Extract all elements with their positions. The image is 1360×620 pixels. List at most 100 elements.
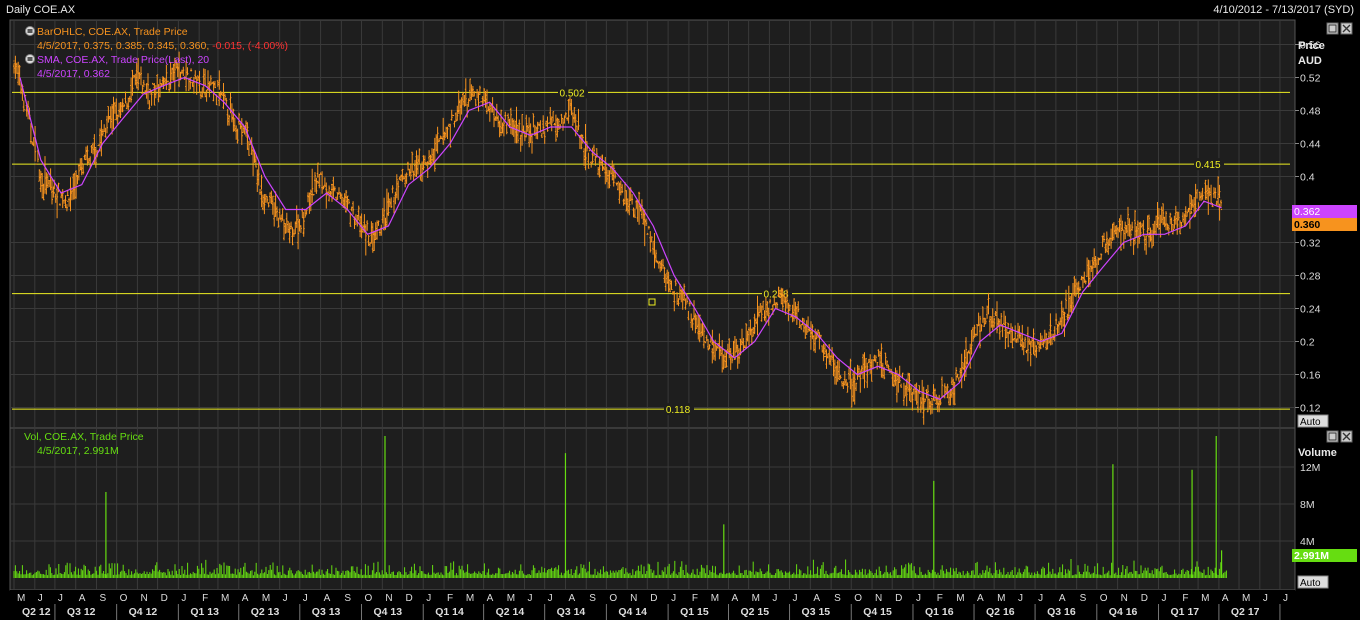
price-point: [711, 349, 713, 351]
month-label: S: [344, 593, 351, 604]
price-auto-button[interactable]: Auto: [1297, 414, 1329, 428]
price-close-icon[interactable]: [1340, 22, 1353, 35]
price-point: [923, 398, 925, 400]
price-maximize-icon[interactable]: [1326, 22, 1339, 35]
quarter-label: Q2 13: [251, 606, 280, 618]
volume-bars-path: [13, 559, 1227, 578]
price-point: [1162, 217, 1164, 219]
volume-auto-button[interactable]: Auto: [1297, 575, 1329, 589]
price-point: [810, 332, 812, 334]
price-tick-label: 0.52: [1300, 73, 1321, 85]
month-label: S: [1080, 593, 1087, 604]
volume-tick-label: 8M: [1300, 499, 1315, 511]
price-point: [880, 357, 883, 359]
price-point: [613, 175, 615, 178]
quarter-label: Q4 13: [374, 606, 403, 618]
title-bar: Daily COE.AX 4/10/2012 - 7/13/2017 (SYD): [0, 0, 1360, 20]
price-tick-label: 0.48: [1300, 106, 1321, 118]
sma-legend-values: 4/5/2017, 0.362: [37, 68, 110, 80]
price-point: [387, 208, 389, 211]
price-point: [331, 192, 333, 194]
volume-last-badge: 2.991M: [1292, 549, 1357, 562]
quarter-label: Q4 15: [863, 606, 892, 618]
hline-label-bg: [664, 403, 694, 416]
price-point: [556, 118, 559, 120]
price-point: [415, 167, 418, 169]
price-point: [1218, 196, 1221, 198]
month-label: J: [793, 593, 798, 604]
month-label: M: [262, 593, 270, 604]
price-point: [122, 109, 124, 112]
price-point: [909, 390, 911, 392]
month-label: M: [17, 593, 25, 604]
quarter-label: Q1 14: [435, 606, 464, 618]
month-label: O: [1100, 593, 1108, 604]
horizontal-lines: 0.502 0.415 0.258 0.118: [12, 86, 1290, 416]
volume-y-axis: 4M 8M 12M: [1300, 462, 1320, 548]
month-label: N: [385, 593, 392, 604]
price-point: [1078, 283, 1080, 285]
quarter-label: Q3 13: [312, 606, 341, 618]
chart-title: Daily COE.AX: [6, 4, 76, 16]
month-label: F: [692, 593, 698, 604]
month-label: M: [507, 593, 515, 604]
volume-maximize-icon[interactable]: [1326, 430, 1339, 443]
price-point: [754, 324, 756, 326]
volume-axis-title: Volume: [1298, 447, 1337, 459]
month-label: N: [630, 593, 637, 604]
month-label: O: [120, 593, 128, 604]
quarter-label: Q1 13: [190, 606, 219, 618]
month-label: M: [466, 593, 474, 604]
month-label: M: [997, 593, 1005, 604]
price-point: [542, 126, 544, 128]
price-point: [824, 349, 826, 351]
x-axis-band: [10, 590, 1295, 620]
month-label: J: [548, 593, 553, 604]
month-label: J: [528, 593, 533, 604]
price-point: [1092, 266, 1094, 268]
quarter-label: Q2 17: [1231, 606, 1260, 618]
price-point: [108, 118, 110, 120]
month-label: J: [1263, 593, 1268, 604]
price-point: [444, 134, 446, 136]
month-label: A: [1222, 593, 1229, 604]
price-point: [500, 118, 502, 120]
ohlc-legend-icon[interactable]: [25, 26, 35, 36]
price-point: [1134, 233, 1136, 235]
hline-label: 0.258: [763, 290, 788, 301]
price-point: [866, 365, 868, 367]
month-label: M: [711, 593, 719, 604]
month-label: J: [58, 593, 63, 604]
price-point: [514, 126, 516, 128]
month-label: J: [671, 593, 676, 604]
svg-text:Auto: Auto: [1300, 578, 1321, 589]
price-point: [1035, 349, 1038, 351]
price-tick-label: 0.44: [1300, 139, 1321, 151]
quarter-label: Q2 14: [496, 606, 525, 618]
price-point: [275, 208, 277, 211]
sma-legend-icon[interactable]: [25, 54, 35, 64]
quarter-label: Q4 16: [1109, 606, 1138, 618]
volume-legend-title: Vol, COE.AX, Trade Price: [24, 431, 144, 443]
price-point: [697, 324, 699, 326]
month-label: O: [854, 593, 862, 604]
volume-panel[interactable]: [9, 427, 1296, 591]
svg-text:0.360: 0.360: [1294, 219, 1320, 231]
hline-anchor-icon[interactable]: [648, 298, 656, 306]
svg-text:2.991M: 2.991M: [1294, 550, 1329, 562]
volume-legend-values: 4/5/2017, 2.991M: [37, 445, 119, 457]
quarter-label: Q4 12: [129, 606, 158, 618]
month-label: D: [405, 593, 412, 604]
price-point: [852, 382, 854, 384]
sma-line: [19, 76, 1222, 400]
price-point: [13, 60, 15, 62]
month-label: J: [181, 593, 186, 604]
quarter-label: Q3 15: [802, 606, 831, 618]
quarter-label: Q2 16: [986, 606, 1015, 618]
price-point: [40, 175, 42, 178]
hline-label: 0.415: [1195, 160, 1220, 171]
volume-close-icon[interactable]: [1340, 430, 1353, 443]
price-point: [26, 109, 28, 112]
grid: [10, 20, 1295, 590]
